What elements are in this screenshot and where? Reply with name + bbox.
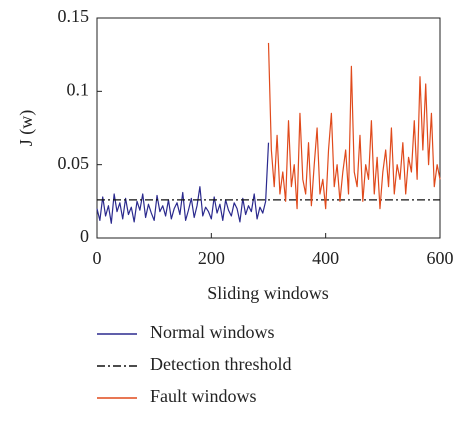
x-tick-label: 600 — [427, 248, 454, 268]
x-tick-label: 0 — [93, 248, 102, 268]
legend-label: Fault windows — [150, 386, 257, 406]
plot-frame — [96, 17, 441, 239]
y-tick-label: 0.15 — [58, 6, 90, 26]
legend-label: Normal windows — [150, 322, 275, 342]
y-tick-label: 0 — [80, 226, 89, 246]
x-tick-label: 200 — [198, 248, 225, 268]
series-line — [96, 142, 270, 224]
y-axis-label: J (w) — [16, 110, 37, 147]
series-line — [267, 42, 441, 210]
x-tick-label: 400 — [312, 248, 339, 268]
x-axis-label: Sliding windows — [207, 283, 329, 303]
legend-label: Detection threshold — [150, 354, 291, 374]
y-tick-label: 0.05 — [58, 153, 90, 173]
y-tick-label: 0.1 — [67, 79, 90, 99]
